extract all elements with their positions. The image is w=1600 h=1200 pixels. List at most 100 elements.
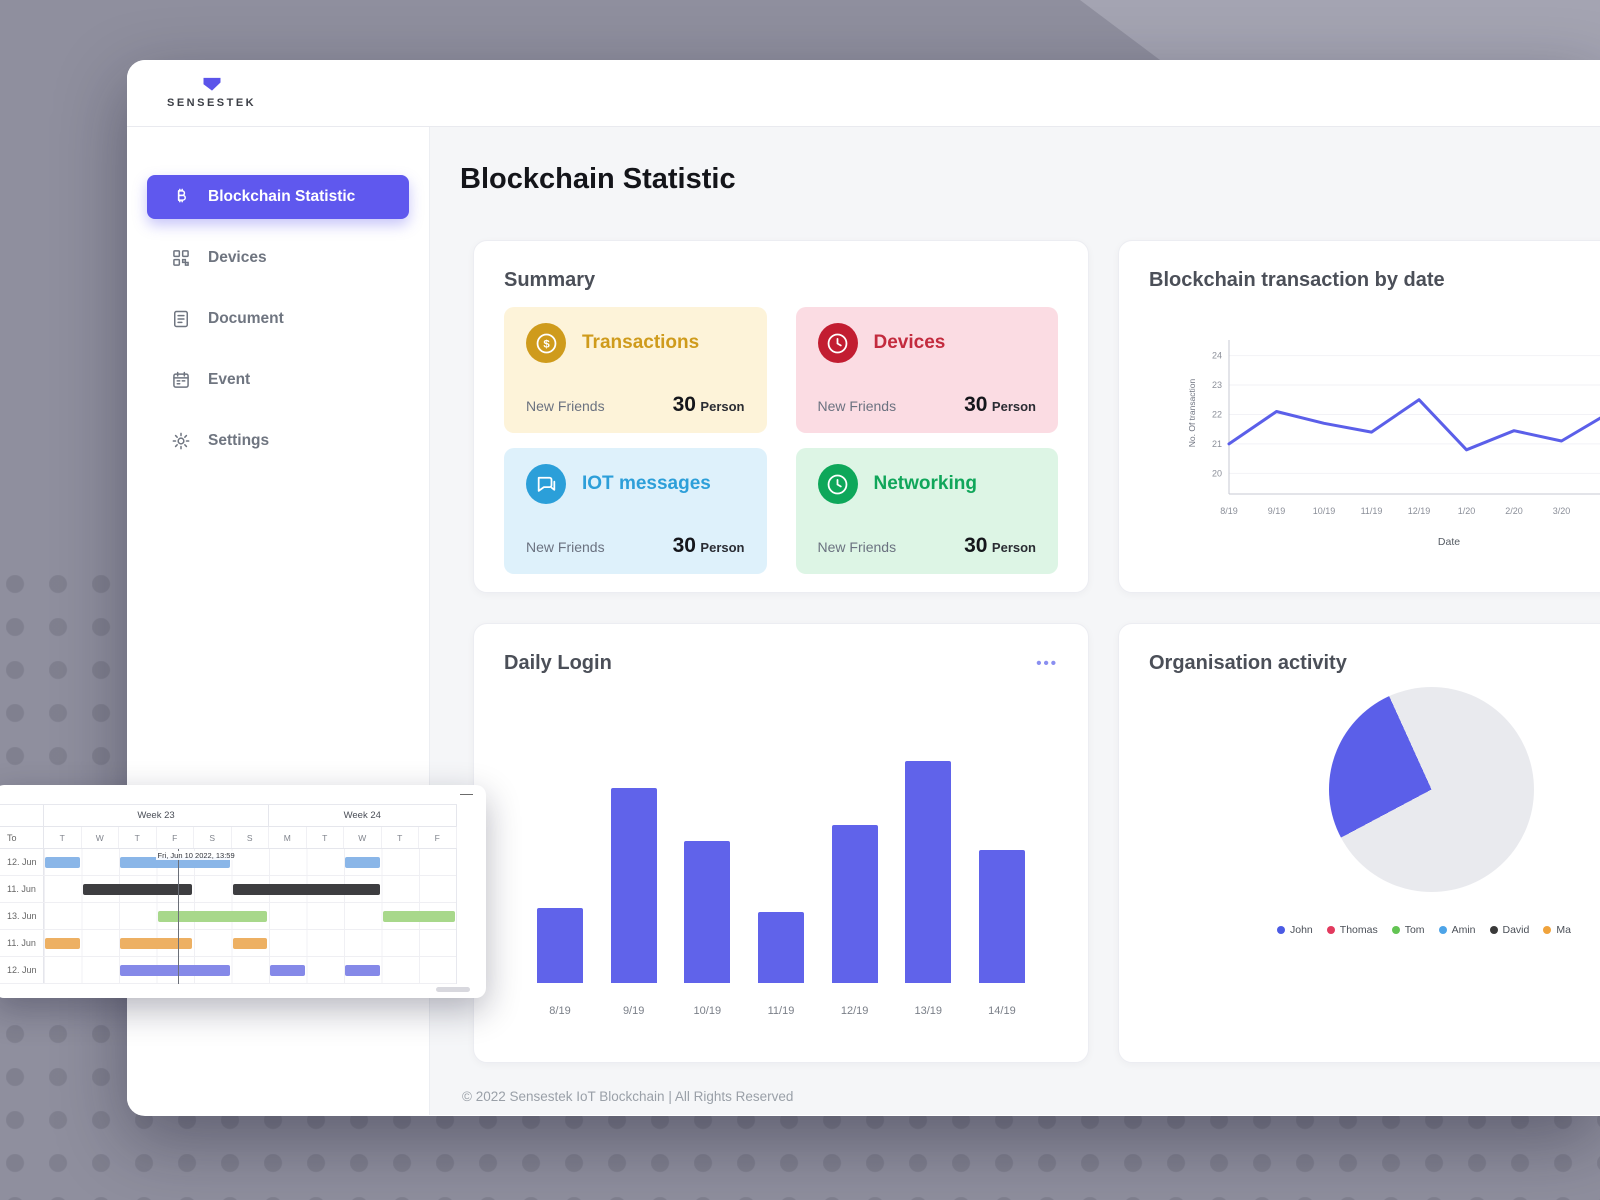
svg-text:21: 21	[1212, 439, 1222, 449]
gantt-bar[interactable]	[157, 911, 267, 922]
legend-dot	[1391, 926, 1400, 934]
gantt-bar[interactable]	[45, 938, 80, 949]
svg-text:8/19: 8/19	[1220, 506, 1238, 516]
svg-text:1/20: 1/20	[1458, 506, 1476, 516]
gantt-bar[interactable]	[120, 938, 192, 949]
sidebar-item-devices[interactable]: Devices	[147, 236, 409, 280]
sidebar-item-blockchain-statistic[interactable]: Blockchain Statistic	[147, 175, 409, 219]
sidebar-item-event[interactable]: Event	[147, 358, 409, 402]
gantt-day-header: T	[382, 827, 419, 848]
gantt-track	[44, 930, 456, 956]
bar	[757, 912, 804, 983]
brand-name: SENSESTEK	[167, 97, 257, 109]
page-title: Blockchain Statistic	[460, 163, 736, 195]
svg-text:3/20: 3/20	[1553, 506, 1571, 516]
gantt-bar[interactable]	[345, 965, 380, 976]
summary-card: Summary $ Transactions New Friends 30 Pe…	[473, 240, 1089, 593]
bar	[684, 841, 731, 983]
gantt-row: 12. Jun	[0, 957, 456, 984]
bar-column: 14/19	[978, 717, 1025, 1017]
legend-dot	[1438, 926, 1447, 934]
legend-dot	[1489, 926, 1498, 934]
gantt-bar[interactable]	[120, 857, 230, 868]
legend-label: Thomas	[1339, 924, 1378, 936]
gantt-bar[interactable]	[270, 965, 305, 976]
line-chart: 24 23 22 21 20 8/19 9/19 10/19 11/19 12/19 1/20 2/2…	[1187, 340, 1600, 548]
legend-item-tom[interactable]: Tom	[1391, 924, 1425, 936]
bar-x-label: 8/19	[549, 1005, 571, 1017]
brand-logo[interactable]: SENSESTEK	[167, 77, 256, 109]
gantt-row-date: 12. Jun	[0, 957, 44, 983]
sidebar-item-label: Devices	[208, 249, 267, 266]
legend-item-john[interactable]: John	[1277, 924, 1313, 936]
svg-text:10/19: 10/19	[1313, 506, 1336, 516]
card-menu-button[interactable]: •••	[1036, 655, 1058, 672]
gantt-bar[interactable]	[120, 965, 230, 976]
sidebar-item-settings[interactable]: Settings	[147, 419, 409, 463]
gantt-row-date: 11. Jun	[0, 930, 44, 956]
gantt-row-date: 12. Jun	[0, 849, 44, 875]
svg-text:9/19: 9/19	[1268, 506, 1286, 516]
bar	[905, 761, 952, 983]
gantt-bar[interactable]	[45, 857, 80, 868]
legend-item-thomas[interactable]: Thomas	[1326, 924, 1378, 936]
gantt-day-header: F	[157, 827, 194, 848]
bar	[831, 825, 878, 983]
gantt-day-header: T	[307, 827, 344, 848]
svg-text:12/19: 12/19	[1408, 506, 1431, 516]
minimize-button[interactable]: —	[460, 786, 473, 801]
gantt-row-date: 11. Jun	[0, 876, 44, 902]
legend-item-david[interactable]: David	[1489, 924, 1530, 936]
event-icon	[171, 370, 191, 390]
tile-label: Devices	[873, 332, 946, 353]
tile-sublabel: New Friends	[526, 539, 605, 555]
gantt-bar[interactable]	[345, 857, 380, 868]
legend-label: Ma	[1556, 924, 1571, 936]
gantt-row: 13. Jun	[0, 903, 456, 930]
gantt-week-header: Week 23	[44, 805, 269, 826]
legend-label: Tom	[1404, 924, 1425, 936]
clock-icon	[817, 323, 858, 363]
gantt-day-header: T	[119, 827, 157, 848]
cards-grid: Summary $ Transactions New Friends 30 Pe…	[473, 240, 1600, 1063]
tile-value: 30 Person	[964, 393, 1036, 416]
legend-item-amin[interactable]: Amin	[1438, 924, 1476, 936]
gantt-row: 12. Jun	[0, 849, 456, 876]
chat-icon	[526, 464, 566, 504]
summary-tile-transactions: $ Transactions New Friends 30 Person	[504, 307, 767, 433]
footer-copyright: © 2022 Sensestek IoT Blockchain | All Ri…	[462, 1089, 794, 1104]
settings-icon	[171, 431, 191, 451]
gantt-row: 11. Jun	[0, 876, 456, 903]
gantt-day-header: M	[269, 827, 307, 848]
gantt-now-marker	[177, 849, 179, 984]
line-chart-title: Blockchain transaction by date	[1149, 269, 1445, 291]
summary-tile-devices: Devices New Friends 30 Person	[795, 307, 1058, 433]
legend-dot	[1326, 926, 1335, 934]
daily-login-card: Daily Login ••• 8/19 9/19 10/19 11/19 12/19 1…	[473, 623, 1089, 1063]
legend-item-ma[interactable]: Ma	[1543, 924, 1571, 936]
gantt-row: 11. Jun	[0, 930, 456, 957]
bar-x-label: 14/19	[988, 1005, 1016, 1017]
sidebar-item-document[interactable]: Document	[147, 297, 409, 341]
gantt-bar[interactable]	[82, 884, 192, 895]
legend-dot	[1277, 926, 1285, 934]
sidebar-item-label: Settings	[208, 432, 270, 449]
scrollbar-thumb[interactable]	[436, 987, 470, 992]
bar-column: 11/19	[757, 717, 804, 1017]
tile-value: 30 Person	[672, 393, 745, 416]
gantt-corner-cell	[0, 805, 44, 826]
tile-sublabel: New Friends	[817, 539, 897, 555]
background-dots-left	[6, 575, 130, 780]
gantt-bar[interactable]	[232, 938, 267, 949]
gantt-bar[interactable]	[382, 911, 455, 922]
gantt-day-header: S	[194, 827, 232, 848]
bar-column: 10/19	[684, 717, 731, 1017]
gantt-bar[interactable]	[232, 884, 380, 895]
pie-legend: John Thomas Tom Amin David Ma	[1277, 924, 1600, 936]
legend-label: David	[1502, 924, 1530, 936]
main-content: Blockchain Statistic Summary $ Transacti…	[430, 127, 1600, 1115]
gantt-day-header: F	[419, 827, 457, 848]
clock-icon	[817, 464, 858, 504]
bar-x-label: 13/19	[914, 1005, 943, 1017]
svg-text:24: 24	[1212, 351, 1222, 361]
